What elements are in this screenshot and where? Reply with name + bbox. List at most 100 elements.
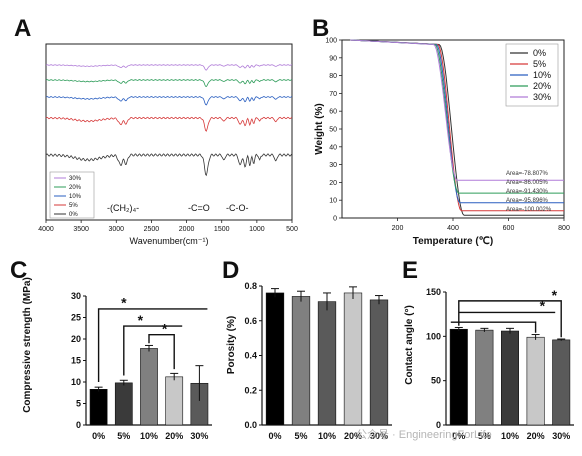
ftir-legend-label: 5%	[69, 203, 78, 209]
compressive-strength-chart: 0 5 10 15 20 25 30 0% 5% 10% 20% 30% * * * Compressi…	[22, 277, 212, 441]
significance-star: *	[162, 320, 168, 336]
bar-rect	[265, 292, 285, 426]
ftir-series-line	[45, 116, 293, 132]
bar-y-tick-label: 15	[71, 356, 81, 366]
bar-rect	[89, 389, 108, 426]
compressive-y-axis-label: Compressive strength (MPa)	[22, 277, 33, 413]
bar-y-tick-label: 0.4	[244, 351, 257, 361]
ftir-series-line	[45, 96, 293, 106]
bar-x-tick-label: 20%	[527, 431, 545, 441]
ftir-x-tick-label: 1500	[214, 226, 230, 233]
bar-y-tick-label: 0	[76, 420, 81, 430]
tga-legend-label: 0%	[533, 48, 546, 58]
bar-rect	[317, 301, 337, 426]
significance-star: *	[138, 312, 144, 328]
bar-rect	[291, 296, 311, 426]
bar-x-tick-label: 0%	[268, 431, 281, 441]
tga-legend-label: 30%	[533, 92, 551, 102]
bar-rect	[165, 376, 184, 426]
bar-y-tick-label: 0.2	[244, 385, 257, 395]
tga-area-label: Area=-86.005%	[506, 180, 549, 186]
ftir-chart: 4000 3500 3000 2500 2000 1500 1000 500 Wavenumb…	[38, 43, 298, 246]
bar-y-tick-label: 50	[431, 376, 441, 386]
bar-y-tick-label: 5	[76, 399, 81, 409]
tga-series-line	[350, 39, 564, 181]
bar-rect	[475, 329, 494, 426]
bar-y-tick-label: 0	[436, 420, 441, 430]
ftir-x-tick-label: 3500	[73, 226, 89, 233]
tga-chart: 200 400 600 800 0 10 20 30 40 50 60 70 80 90 100 Temp…	[314, 38, 570, 248]
tga-y-tick-label: 0	[333, 216, 337, 223]
ftir-legend: 30% 20% 10% 5% 0%	[49, 171, 95, 219]
tga-legend-label: 10%	[533, 70, 551, 80]
bar-y-tick-label: 0.0	[244, 420, 257, 430]
ftir-legend-label: 10%	[69, 194, 82, 200]
bar-y-tick-label: 0.8	[244, 281, 257, 291]
bar-y-tick-label: 0.6	[244, 316, 257, 326]
ftir-x-tick-label: 3000	[108, 226, 124, 233]
bar-y-tick-label: 30	[71, 291, 81, 301]
bar-y-tick-label: 100	[426, 331, 441, 341]
bar-x-tick-label: 10%	[318, 431, 336, 441]
significance-bracket	[97, 308, 208, 382]
bar-x-tick-label: 10%	[140, 431, 158, 441]
bar-x-tick-label: 30%	[370, 431, 388, 441]
bar-y-tick-label: 10	[71, 377, 81, 387]
tga-area-label: Area=-78.807%	[506, 171, 549, 177]
tga-x-tick-label: 800	[558, 225, 570, 232]
ftir-legend-label: 30%	[69, 176, 82, 182]
bar-x-tick-label: 5%	[478, 431, 491, 441]
tga-y-axis-label: Weight (%)	[314, 103, 325, 154]
panel-label-b: B	[312, 15, 329, 42]
ftir-series-line	[45, 64, 293, 71]
tga-y-tick-label: 30	[329, 162, 337, 169]
tga-y-tick-label: 50	[329, 127, 337, 134]
bar-y-tick-label: 20	[71, 334, 81, 344]
contact-angle-chart: 0 50 100 150 0% 5% 10% 20% 30% * * Contact angle…	[404, 287, 574, 441]
significance-star: *	[552, 287, 558, 303]
panel-label-d: D	[222, 257, 239, 284]
bar-rect	[552, 339, 571, 426]
tga-legend-label: 20%	[533, 81, 551, 91]
bar-x-tick-label: 30%	[190, 431, 208, 441]
ftir-series-line	[45, 79, 293, 87]
watermark-text: 公众号 · EngineeringForLife	[356, 428, 492, 441]
bar-x-tick-label: 0%	[92, 431, 105, 441]
ftir-legend-label: 0%	[69, 212, 78, 218]
tga-area-label: Area=-91.430%	[506, 189, 549, 195]
bar-rect	[369, 299, 389, 426]
ftir-plot-frame	[45, 43, 293, 221]
ftir-x-tick-label: 2000	[179, 226, 195, 233]
tga-area-label: Area=-95.896%	[506, 198, 549, 204]
tga-area-label: Area=-100.002%	[506, 207, 552, 213]
tga-y-tick-label: 20	[329, 180, 337, 187]
contact-angle-y-axis-label: Contact angle (°)	[404, 305, 415, 385]
panel-label-e: E	[402, 257, 418, 284]
bar-x-tick-label: 5%	[117, 431, 130, 441]
significance-bracket	[148, 334, 175, 370]
bar-rect	[449, 328, 468, 426]
bar-rect	[140, 348, 158, 426]
significance-star: *	[540, 298, 546, 314]
porosity-chart: 0.0 0.2 0.4 0.6 0.8 0% 5% 10% 20% 30% Porosity (…	[226, 281, 392, 441]
panel-label-c: C	[10, 257, 27, 284]
bar-x-tick-label: 5%	[294, 431, 307, 441]
significance-bracket	[123, 325, 183, 376]
tga-x-tick-label: 200	[392, 225, 404, 232]
bar-x-tick-label: 0%	[452, 431, 465, 441]
tga-x-tick-label: 600	[503, 225, 515, 232]
panel-label-a: A	[14, 15, 31, 42]
tga-x-tick-label: 400	[447, 225, 459, 232]
ftir-series-line	[45, 153, 293, 177]
bar-x-tick-label: 20%	[165, 431, 183, 441]
bar-y-tick-label: 25	[71, 313, 81, 323]
significance-bracket	[458, 300, 562, 338]
ftir-x-tick-label: 4000	[38, 226, 54, 233]
bar-x-tick-label: 30%	[552, 431, 570, 441]
ftir-legend-label: 20%	[69, 185, 82, 191]
porosity-y-axis-label: Porosity (%)	[226, 316, 237, 374]
tga-y-tick-label: 40	[329, 144, 337, 151]
bar-rect	[114, 382, 133, 426]
tga-y-tick-label: 60	[329, 109, 337, 116]
tga-y-tick-label: 90	[329, 55, 337, 62]
